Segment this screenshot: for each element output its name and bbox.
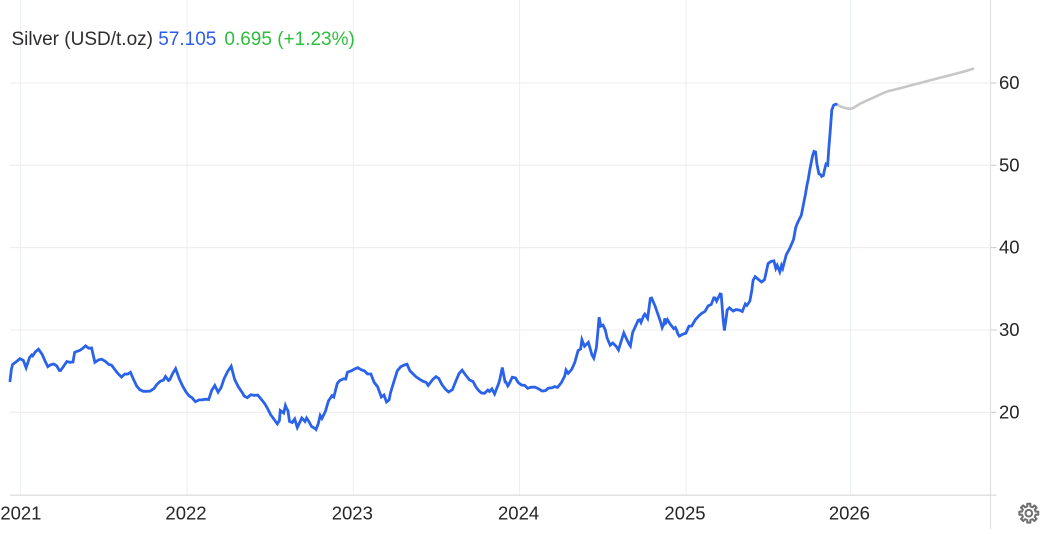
svg-text:40: 40 — [999, 237, 1020, 258]
svg-text:60: 60 — [999, 72, 1020, 93]
svg-text:2026: 2026 — [829, 502, 870, 523]
svg-text:20: 20 — [999, 401, 1020, 422]
svg-text:2021: 2021 — [0, 502, 41, 523]
svg-text:2025: 2025 — [664, 502, 705, 523]
svg-text:50: 50 — [999, 154, 1020, 175]
svg-text:2023: 2023 — [332, 502, 373, 523]
svg-text:2024: 2024 — [498, 502, 539, 523]
svg-text:2022: 2022 — [165, 502, 206, 523]
svg-text:30: 30 — [999, 319, 1020, 340]
